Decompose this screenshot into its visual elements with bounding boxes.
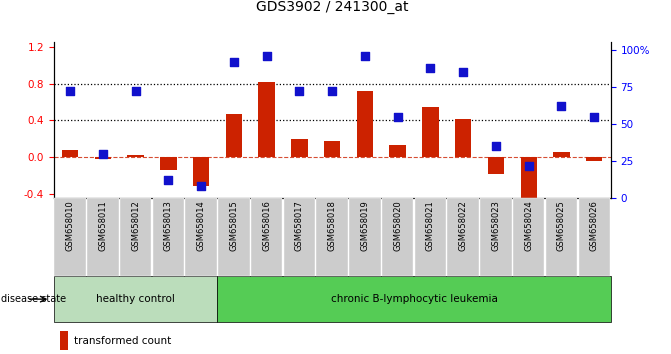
Point	[163, 178, 174, 183]
Bar	[422, 107, 439, 157]
Text: GSM658020: GSM658020	[393, 200, 402, 251]
Point	[393, 114, 403, 120]
Point	[360, 53, 370, 59]
Bar	[62, 150, 79, 157]
Bar	[521, 157, 537, 205]
Bar	[455, 119, 472, 157]
Point	[327, 88, 338, 94]
Text: disease state: disease state	[1, 294, 66, 304]
Bar	[127, 155, 144, 157]
Point	[589, 114, 600, 120]
Text: transformed count: transformed count	[74, 336, 171, 346]
Bar	[258, 82, 275, 157]
Bar	[389, 145, 406, 157]
Text: GSM658019: GSM658019	[360, 200, 370, 251]
Bar	[193, 157, 209, 186]
Bar	[488, 157, 504, 173]
Text: GSM658017: GSM658017	[295, 200, 304, 251]
Point	[425, 65, 435, 70]
Text: GSM658022: GSM658022	[459, 200, 468, 251]
Bar	[554, 153, 570, 157]
Bar	[357, 91, 373, 157]
Bar	[324, 141, 340, 157]
Text: GSM658011: GSM658011	[99, 200, 107, 251]
Text: GSM658025: GSM658025	[557, 200, 566, 251]
Text: GSM658016: GSM658016	[262, 200, 271, 251]
Text: healthy control: healthy control	[96, 294, 175, 304]
Bar	[291, 139, 307, 157]
Text: GSM658024: GSM658024	[524, 200, 533, 251]
Point	[294, 88, 305, 94]
Text: GDS3902 / 241300_at: GDS3902 / 241300_at	[256, 0, 409, 14]
Point	[458, 69, 468, 75]
Point	[523, 163, 534, 169]
Point	[556, 103, 567, 109]
Point	[229, 59, 240, 64]
Point	[196, 183, 207, 189]
Text: GSM658012: GSM658012	[131, 200, 140, 251]
Point	[97, 151, 108, 156]
Text: GSM658023: GSM658023	[491, 200, 501, 251]
Bar	[586, 157, 603, 161]
Text: GSM658026: GSM658026	[590, 200, 599, 251]
Bar	[225, 114, 242, 157]
Bar	[160, 157, 176, 170]
Point	[261, 53, 272, 59]
Text: GSM658010: GSM658010	[66, 200, 74, 251]
Text: GSM658015: GSM658015	[229, 200, 238, 251]
Point	[64, 88, 75, 94]
Text: GSM658013: GSM658013	[164, 200, 173, 251]
Text: GSM658014: GSM658014	[197, 200, 205, 251]
Text: chronic B-lymphocytic leukemia: chronic B-lymphocytic leukemia	[331, 294, 497, 304]
Point	[491, 143, 501, 149]
Text: GSM658018: GSM658018	[327, 200, 337, 251]
Point	[130, 88, 141, 94]
Text: GSM658021: GSM658021	[426, 200, 435, 251]
Bar	[95, 157, 111, 159]
